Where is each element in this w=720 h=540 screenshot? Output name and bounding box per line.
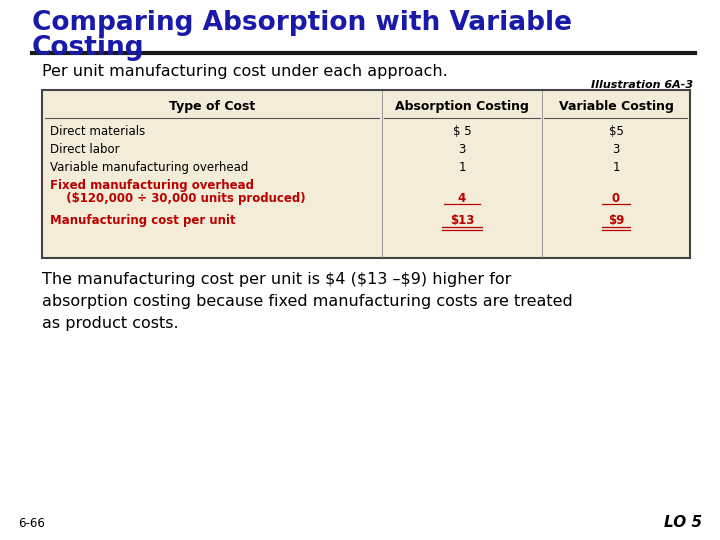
Text: Direct labor: Direct labor bbox=[50, 143, 120, 156]
Text: Absorption Costing: Absorption Costing bbox=[395, 100, 529, 113]
Text: Costing: Costing bbox=[32, 35, 145, 61]
Text: Comparing Absorption with Variable: Comparing Absorption with Variable bbox=[32, 10, 572, 36]
Text: 4: 4 bbox=[458, 192, 466, 205]
Text: $5: $5 bbox=[608, 125, 624, 138]
Text: Variable Costing: Variable Costing bbox=[559, 100, 673, 113]
Text: 3: 3 bbox=[459, 143, 466, 156]
Text: $9: $9 bbox=[608, 214, 624, 227]
Text: ($120,000 ÷ 30,000 units produced): ($120,000 ÷ 30,000 units produced) bbox=[58, 192, 305, 205]
Text: 6-66: 6-66 bbox=[18, 517, 45, 530]
Text: Fixed manufacturing overhead: Fixed manufacturing overhead bbox=[50, 179, 254, 192]
Text: $13: $13 bbox=[450, 214, 474, 227]
Text: 0: 0 bbox=[612, 192, 620, 205]
Text: $ 5: $ 5 bbox=[453, 125, 472, 138]
Text: 1: 1 bbox=[458, 161, 466, 174]
Bar bbox=[42, 90, 690, 258]
Text: Type of Cost: Type of Cost bbox=[169, 100, 255, 113]
Text: 1: 1 bbox=[612, 161, 620, 174]
Text: Manufacturing cost per unit: Manufacturing cost per unit bbox=[50, 214, 235, 227]
Text: The manufacturing cost per unit is $4 ($13 –$9) higher for
absorption costing be: The manufacturing cost per unit is $4 ($… bbox=[42, 272, 572, 332]
Text: Illustration 6A-3: Illustration 6A-3 bbox=[591, 80, 693, 90]
Text: LO 5: LO 5 bbox=[664, 515, 702, 530]
Text: Per unit manufacturing cost under each approach.: Per unit manufacturing cost under each a… bbox=[42, 64, 448, 79]
Text: 3: 3 bbox=[612, 143, 620, 156]
Text: Variable manufacturing overhead: Variable manufacturing overhead bbox=[50, 161, 248, 174]
Text: Direct materials: Direct materials bbox=[50, 125, 145, 138]
